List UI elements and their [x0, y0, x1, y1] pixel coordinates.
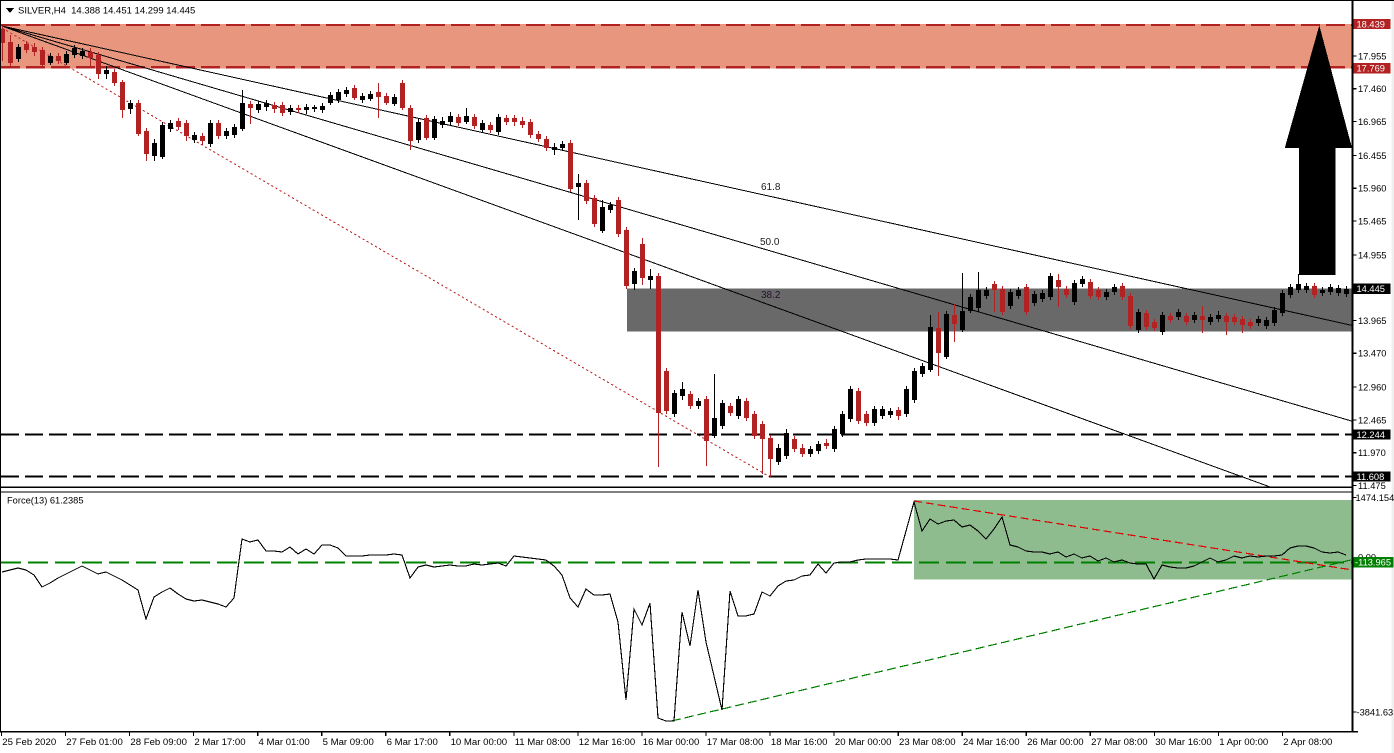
svg-text:11 Mar 08:00: 11 Mar 08:00	[515, 737, 571, 748]
svg-text:17.460: 17.460	[1358, 84, 1386, 94]
svg-text:2 Apr 08:00: 2 Apr 08:00	[1283, 737, 1332, 748]
svg-text:13.965: 13.965	[1358, 316, 1386, 326]
svg-text:1 Apr 00:00: 1 Apr 00:00	[1219, 737, 1268, 748]
svg-text:14.445: 14.445	[1357, 284, 1385, 294]
svg-text:15.465: 15.465	[1358, 217, 1386, 227]
svg-text:26 Mar 00:00: 26 Mar 00:00	[1027, 737, 1084, 748]
svg-text:18.439: 18.439	[1357, 19, 1385, 29]
svg-text:12.960: 12.960	[1358, 383, 1386, 393]
svg-text:11.608: 11.608	[1357, 472, 1385, 482]
svg-text:25 Feb 2020: 25 Feb 2020	[2, 737, 56, 748]
svg-text:11.970: 11.970	[1358, 448, 1386, 458]
svg-text:17.769: 17.769	[1357, 64, 1385, 74]
svg-text:11.475: 11.475	[1358, 481, 1386, 491]
svg-text:24 Mar 16:00: 24 Mar 16:00	[963, 737, 1020, 748]
svg-text:12 Mar 16:00: 12 Mar 16:00	[579, 737, 636, 748]
svg-text:23 Mar 08:00: 23 Mar 08:00	[899, 737, 956, 748]
svg-text:61.8: 61.8	[761, 182, 781, 193]
svg-text:27 Mar 08:00: 27 Mar 08:00	[1091, 737, 1148, 748]
svg-text:15.960: 15.960	[1358, 184, 1386, 194]
svg-text:50.0: 50.0	[760, 237, 780, 248]
svg-text:16.455: 16.455	[1358, 151, 1386, 161]
svg-text:27 Feb 01:00: 27 Feb 01:00	[66, 737, 123, 748]
svg-text:-113.965: -113.965	[1355, 558, 1391, 568]
svg-text:13.470: 13.470	[1358, 349, 1386, 359]
svg-text:14.955: 14.955	[1358, 250, 1386, 260]
svg-text:Force(13) 61.2385: Force(13) 61.2385	[7, 496, 84, 506]
svg-text:5 Mar 09:00: 5 Mar 09:00	[323, 737, 374, 748]
svg-text:10 Mar 00:00: 10 Mar 00:00	[451, 737, 508, 748]
svg-text:30 Mar 16:00: 30 Mar 16:00	[1155, 737, 1212, 748]
svg-text:20 Mar 00:00: 20 Mar 00:00	[835, 737, 892, 748]
svg-text:2 Mar 17:00: 2 Mar 17:00	[194, 737, 245, 748]
svg-text:12.244: 12.244	[1357, 430, 1385, 440]
svg-text:16 Mar 00:00: 16 Mar 00:00	[643, 737, 700, 748]
svg-text:6 Mar 17:00: 6 Mar 17:00	[387, 737, 438, 748]
svg-text:18 Mar 16:00: 18 Mar 16:00	[771, 737, 828, 748]
svg-text:17 Mar 08:00: 17 Mar 08:00	[707, 737, 764, 748]
svg-text:SILVER,H4 14.388 14.451 14.29: SILVER,H4 14.388 14.451 14.299 14.445	[18, 6, 195, 17]
svg-text:38.2: 38.2	[761, 290, 781, 301]
svg-text:16.965: 16.965	[1358, 117, 1386, 127]
svg-text:1474.154: 1474.154	[1356, 493, 1394, 503]
svg-text:28 Feb 09:00: 28 Feb 09:00	[130, 737, 187, 748]
svg-text:17.955: 17.955	[1358, 51, 1386, 61]
svg-text:-3841.63: -3841.63	[1357, 707, 1394, 717]
svg-text:4 Mar 01:00: 4 Mar 01:00	[259, 737, 310, 748]
svg-text:12.465: 12.465	[1358, 415, 1386, 425]
